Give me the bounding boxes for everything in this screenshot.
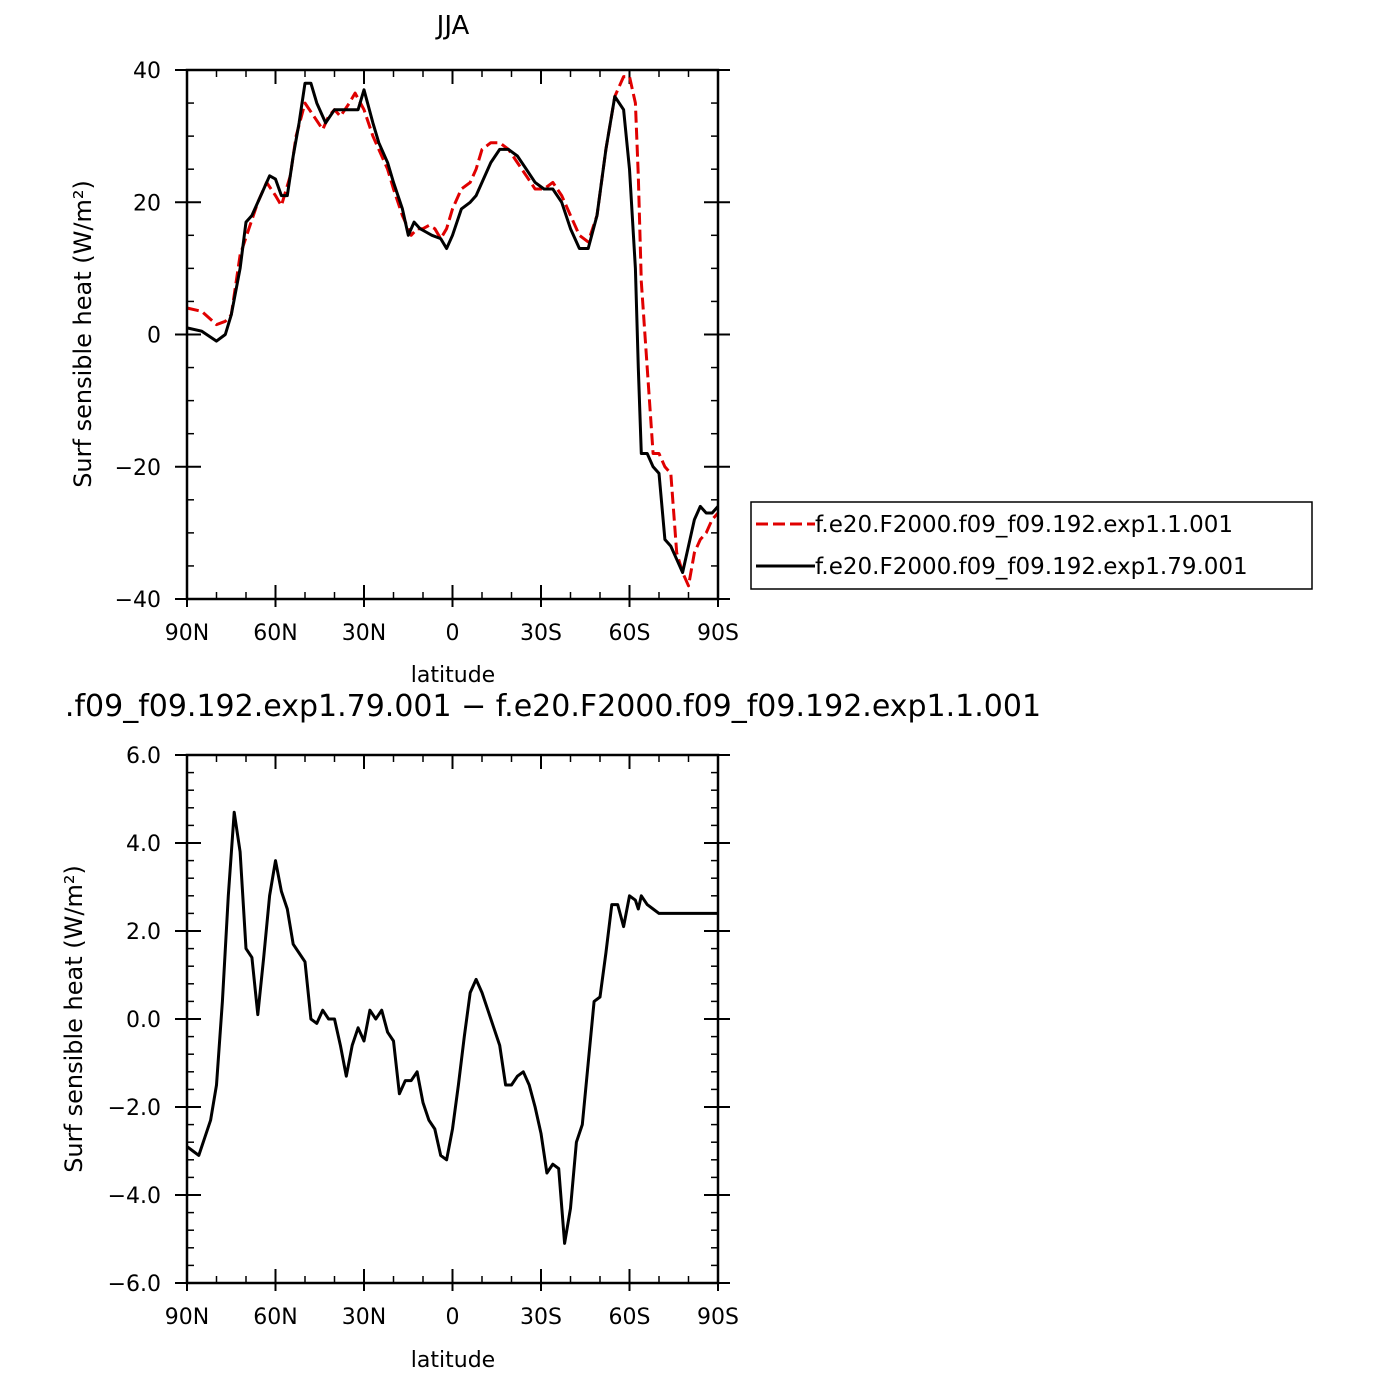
bottom-x-axis-label: latitude xyxy=(411,1348,495,1373)
bottom-x-tick-label: 90S xyxy=(697,1305,739,1330)
top-x-tick-label: 30S xyxy=(520,621,562,646)
bottom-x-tick-label: 60N xyxy=(253,1305,297,1330)
top-series-line-2 xyxy=(186,81,720,574)
top-chart-title: JJA xyxy=(435,11,470,41)
top-x-tick-label: 0 xyxy=(446,621,460,646)
top-y-tick-label: 40 xyxy=(133,59,161,84)
bottom-plot-frame xyxy=(185,753,720,1285)
top-x-tick-label: 60S xyxy=(609,621,651,646)
legend-box xyxy=(750,501,1313,590)
top-chart-panel: JJA 90N 60N 30N 0 30S 60S 90S −40 −20 0 20 40 lati… xyxy=(69,11,739,688)
bottom-y-tick-label: −2.0 xyxy=(108,1096,161,1121)
top-chart-legend: f.e20.F2000.f09_f09.192.exp1.1.001 f.e20… xyxy=(750,501,1313,590)
top-x-tick-label: 60N xyxy=(253,621,297,646)
bottom-x-tick-label: 90N xyxy=(165,1305,209,1330)
bottom-y-tick-label: −6.0 xyxy=(108,1272,161,1297)
top-x-axis-label: latitude xyxy=(411,663,495,688)
top-plot-frame xyxy=(185,68,720,601)
top-x-tick-label: 30N xyxy=(342,621,386,646)
bottom-y-tick-label: 2.0 xyxy=(126,920,161,945)
top-y-tick-label: 0 xyxy=(147,324,161,349)
bottom-y-tick-label: 0.0 xyxy=(126,1008,161,1033)
top-y-tick-label: −20 xyxy=(115,456,161,481)
bottom-series-line-1 xyxy=(186,810,718,1245)
bottom-x-tick-label: 60S xyxy=(609,1305,651,1330)
legend-label-series-1: f.e20.F2000.f09_f09.192.exp1.1.001 xyxy=(815,512,1233,538)
bottom-x-tick-label: 30N xyxy=(342,1305,386,1330)
bottom-y-tick-label: −4.0 xyxy=(108,1184,161,1209)
bottom-y-tick-label: 4.0 xyxy=(126,832,161,857)
bottom-x-tick-label: 30S xyxy=(520,1305,562,1330)
bottom-chart-title: .f09_f09.192.exp1.79.001 − f.e20.F2000.f… xyxy=(65,689,1041,724)
top-y-axis-label: Surf sensible heat (W/m²) xyxy=(69,180,97,488)
top-x-tick-label: 90S xyxy=(697,621,739,646)
top-y-tick-label: 20 xyxy=(133,191,161,216)
bottom-x-tick-label: 0 xyxy=(446,1305,460,1330)
bottom-y-axis-label: Surf sensible heat (W/m²) xyxy=(60,865,88,1173)
bottom-y-tick-label: 6.0 xyxy=(126,744,161,769)
top-x-tick-label: 90N xyxy=(165,621,209,646)
legend-label-series-2: f.e20.F2000.f09_f09.192.exp1.79.001 xyxy=(815,554,1248,580)
top-y-tick-label: −40 xyxy=(115,588,161,613)
bottom-chart-panel: .f09_f09.192.exp1.79.001 − f.e20.F2000.f… xyxy=(60,689,1041,1373)
